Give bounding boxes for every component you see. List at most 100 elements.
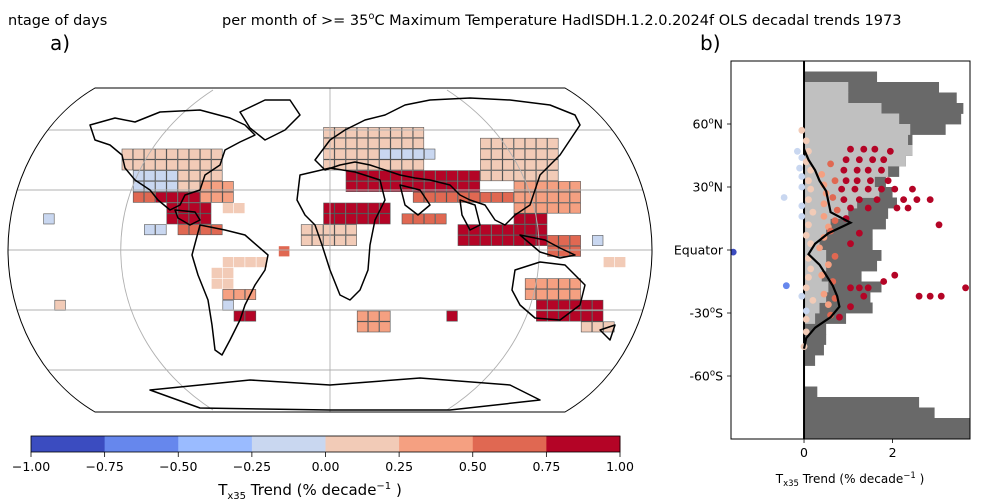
trend-point [798,126,806,134]
grid-cell [312,235,324,246]
grid-cell [480,170,492,182]
grid-cell [569,191,581,203]
trend-point [809,208,817,216]
grid-cell [356,148,369,160]
grid-cell [222,181,234,192]
grid-cell [256,257,267,268]
grid-cell [356,202,369,214]
grid-cell [536,224,548,236]
grid-cell [323,137,335,149]
grid-cell [390,127,402,138]
y-tick-label: 60oN [693,117,723,132]
grid-cell [412,191,425,203]
grid-cell [334,148,346,160]
grid-cell [222,289,234,300]
grid-cell [558,235,570,246]
trend-point [869,156,877,164]
grid-cell [468,191,481,203]
trend-point [793,147,801,155]
trend-point [831,217,839,225]
trend-point [807,166,815,174]
grid-cell [547,137,559,149]
grid-cell [513,148,525,160]
colorbar-segment [104,436,179,452]
y-tick-label: -30oS [689,306,723,321]
grid-cell [547,310,559,322]
grid-cell [424,191,436,203]
trend-point [802,315,810,323]
grid-cell [446,170,458,182]
trend-point [900,196,908,204]
observed-fraction-bar [804,103,882,114]
trend-point [833,206,841,214]
grid-cell [412,170,425,182]
land-fraction-bar [804,103,964,114]
grid-cell [513,170,525,182]
grid-cell [166,181,178,192]
grid-cell [368,181,380,192]
grid-cell [536,310,548,322]
grid-cell [132,191,145,203]
grid-cell [345,224,357,236]
observed-fraction-bar [804,229,827,240]
grid-cell [435,191,447,203]
trend-point [802,137,810,145]
grid-cell [569,235,581,246]
grid-cell [234,257,245,268]
grid-cell [491,235,503,246]
title-right: per month of >= 35oC Maximum Temperature… [222,11,901,29]
grid-cell [334,213,346,225]
grid-cell [177,148,189,160]
trend-point [816,244,823,252]
grid-cell [300,224,313,236]
grid-cell [513,159,525,171]
grid-cell [144,159,156,171]
grid-cell [536,170,548,182]
grid-cell [233,289,245,300]
grid-cell [345,170,357,182]
trend-point [864,284,872,292]
trend-point [802,328,810,336]
grid-cell [592,299,604,311]
grid-cell [412,148,425,160]
trend-point [798,292,806,300]
grid-cell [424,170,436,182]
grid-cell [435,181,447,192]
grid-cell [446,310,458,322]
grid-cell [491,170,503,182]
grid-cell [155,181,167,192]
grid-cell [200,202,212,214]
grid-cell [524,213,537,225]
colorbar-tick-label: −0.75 [85,459,123,474]
trend-point [878,185,885,193]
grid-cell [502,159,514,171]
grid-cell [491,137,503,149]
grid-cell [379,127,391,138]
grid-cell [222,299,234,311]
grid-cell [155,224,167,236]
grid-cell [166,170,178,182]
grid-cell [368,137,380,149]
trend-point [838,185,846,193]
land-fraction-bar [804,239,873,251]
trend-point [831,252,839,260]
grid-cell [222,267,234,278]
grid-cell [345,148,357,160]
grid-cell [345,202,357,214]
grid-cell [502,224,514,236]
grid-cell [200,191,212,203]
land-fraction-bar [804,355,816,366]
grid-cell [536,278,548,290]
panel-b-label: b) [700,31,721,55]
grid-cell [457,224,469,236]
grid-cell [480,235,492,246]
grid-cell [323,202,335,214]
observed-fraction-bar [804,250,827,261]
trend-point [798,154,806,162]
grid-cell [368,310,380,322]
grid-cell [491,159,503,171]
grid-cell [547,278,559,290]
trend-point [867,177,874,185]
grid-cell [379,310,391,322]
